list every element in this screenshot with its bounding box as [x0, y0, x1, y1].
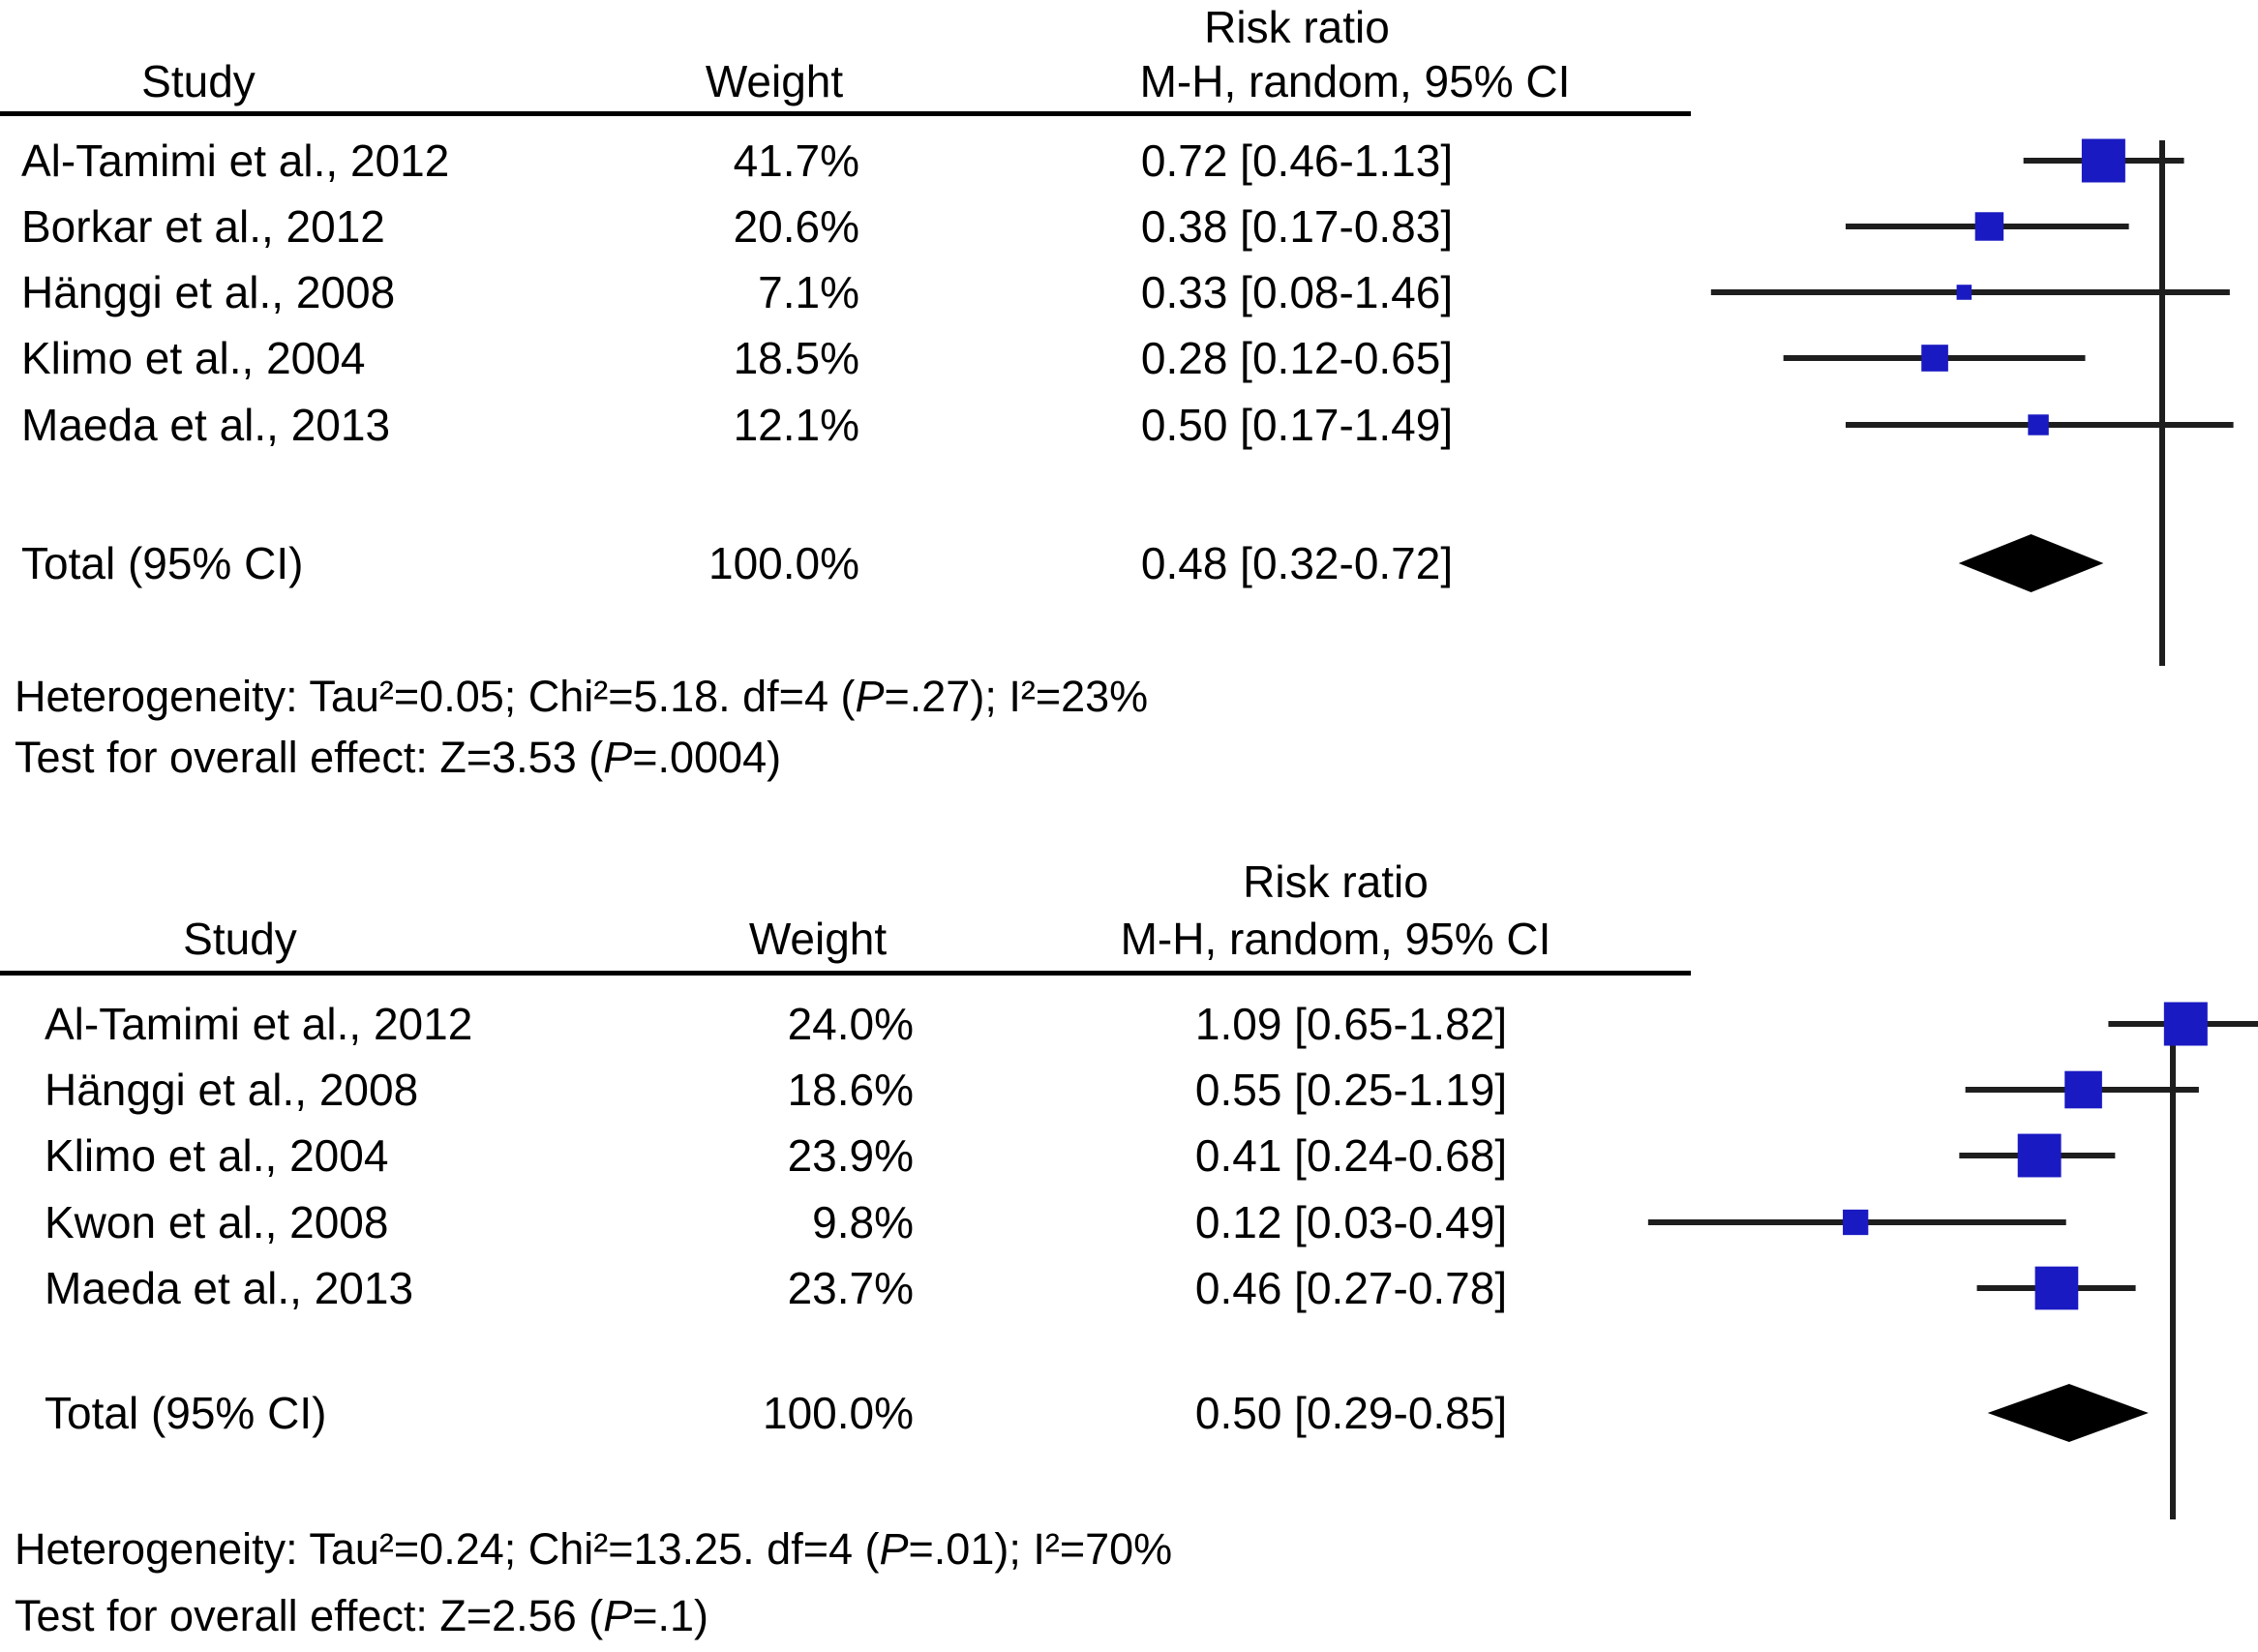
- ci-value: 0.41 [0.24-0.68]: [1194, 1130, 1508, 1181]
- study-name: Hänggi et al., 2008: [45, 1065, 419, 1115]
- p-symbol: P: [855, 672, 885, 721]
- total-label: Total (95% CI): [45, 1388, 327, 1438]
- effect-square: [2163, 1002, 2208, 1046]
- study-name: Al-Tamimi et al., 2012: [21, 135, 450, 186]
- total-ci-value: 0.48 [0.32-0.72]: [1140, 538, 1454, 588]
- weight-value: 41.7%: [733, 135, 859, 186]
- total-label: Total (95% CI): [21, 538, 304, 588]
- ci-value: 0.38 [0.17-0.83]: [1140, 201, 1454, 252]
- heterogeneity-note: Heterogeneity: Tau²=0.05; Chi²=5.18. df=…: [15, 672, 1148, 722]
- p-symbol: P: [603, 733, 633, 782]
- weight-value: 20.6%: [733, 201, 859, 252]
- pooled-diamond: [1987, 1384, 2149, 1442]
- plot1-weight-column-header: Weight: [705, 56, 844, 106]
- ci-value: 0.12 [0.03-0.49]: [1194, 1197, 1508, 1247]
- plot1-header-rule: [0, 111, 1691, 116]
- weight-value: 24.0%: [787, 999, 914, 1049]
- total-weight-value: 100.0%: [708, 538, 859, 588]
- heterogeneity-text: Heterogeneity: Tau²=0.24; Chi²=13.25. df…: [15, 1524, 880, 1574]
- study-name: Maeda et al., 2013: [45, 1263, 414, 1313]
- ci-value: 1.09 [0.65-1.82]: [1194, 999, 1508, 1049]
- plot2-risk-ratio-title: Risk ratio: [1243, 856, 1429, 907]
- ci-value: 0.72 [0.46-1.13]: [1140, 135, 1454, 186]
- ci-value: 0.28 [0.12-0.65]: [1140, 333, 1454, 383]
- plot2-weight-column-header: Weight: [748, 914, 888, 964]
- ci-value: 0.46 [0.27-0.78]: [1194, 1263, 1508, 1313]
- effect-square: [2028, 414, 2049, 436]
- plot1-study-column-header: Study: [141, 56, 256, 106]
- plot1-risk-ratio-title: Risk ratio: [1204, 2, 1390, 52]
- study-name: Klimo et al., 2004: [21, 333, 366, 383]
- heterogeneity-note: Heterogeneity: Tau²=0.24; Chi²=13.25. df…: [15, 1524, 1172, 1575]
- study-name: Borkar et al., 2012: [21, 201, 385, 252]
- total-ci-value: 0.50 [0.29-0.85]: [1194, 1388, 1508, 1438]
- plot2-effect-measure-header: M-H, random, 95% CI: [1120, 914, 1551, 964]
- ci-value: 0.50 [0.17-1.49]: [1140, 400, 1454, 450]
- study-name: Maeda et al., 2013: [21, 400, 391, 450]
- ci-value: 0.55 [0.25-1.19]: [1194, 1065, 1508, 1115]
- overall-effect-note: Test for overall effect: Z=3.53 (P=.0004…: [15, 733, 781, 783]
- overall-effect-text: =.1): [632, 1591, 709, 1640]
- study-name: Kwon et al., 2008: [45, 1197, 389, 1247]
- overall-effect-text: Test for overall effect: Z=3.53 (: [15, 733, 604, 782]
- p-symbol: P: [879, 1524, 909, 1574]
- effect-square: [1956, 285, 1972, 300]
- effect-square: [2017, 1133, 2062, 1178]
- effect-square: [1974, 212, 2004, 241]
- plot2-study-column-header: Study: [183, 914, 297, 964]
- pooled-diamond: [1958, 534, 2104, 592]
- effect-square: [2081, 138, 2125, 183]
- plot2-header-rule: [0, 971, 1691, 976]
- heterogeneity-text: Heterogeneity: Tau²=0.05; Chi²=5.18. df=…: [15, 672, 856, 721]
- weight-value: 23.9%: [787, 1130, 914, 1181]
- weight-value: 9.8%: [812, 1197, 914, 1247]
- weight-value: 12.1%: [733, 400, 859, 450]
- weight-value: 18.5%: [733, 333, 859, 383]
- heterogeneity-text: =.01); I²=70%: [908, 1524, 1173, 1574]
- overall-effect-text: =.0004): [632, 733, 782, 782]
- ci-value: 0.33 [0.08-1.46]: [1140, 267, 1454, 317]
- weight-value: 18.6%: [787, 1065, 914, 1115]
- heterogeneity-text: =.27); I²=23%: [884, 672, 1149, 721]
- effect-square: [1843, 1209, 1869, 1236]
- study-name: Hänggi et al., 2008: [21, 267, 396, 317]
- study-name: Klimo et al., 2004: [45, 1130, 389, 1181]
- plot1-effect-measure-header: M-H, random, 95% CI: [1139, 56, 1571, 106]
- weight-value: 23.7%: [787, 1263, 914, 1313]
- total-weight-value: 100.0%: [762, 1388, 914, 1438]
- overall-effect-note: Test for overall effect: Z=2.56 (P=.1): [15, 1591, 708, 1641]
- overall-effect-text: Test for overall effect: Z=2.56 (: [15, 1591, 604, 1640]
- effect-square: [2064, 1070, 2102, 1109]
- weight-value: 7.1%: [758, 267, 859, 317]
- effect-square: [2034, 1266, 2079, 1310]
- study-name: Al-Tamimi et al., 2012: [45, 999, 473, 1049]
- p-symbol: P: [603, 1591, 633, 1640]
- effect-square: [1921, 345, 1948, 372]
